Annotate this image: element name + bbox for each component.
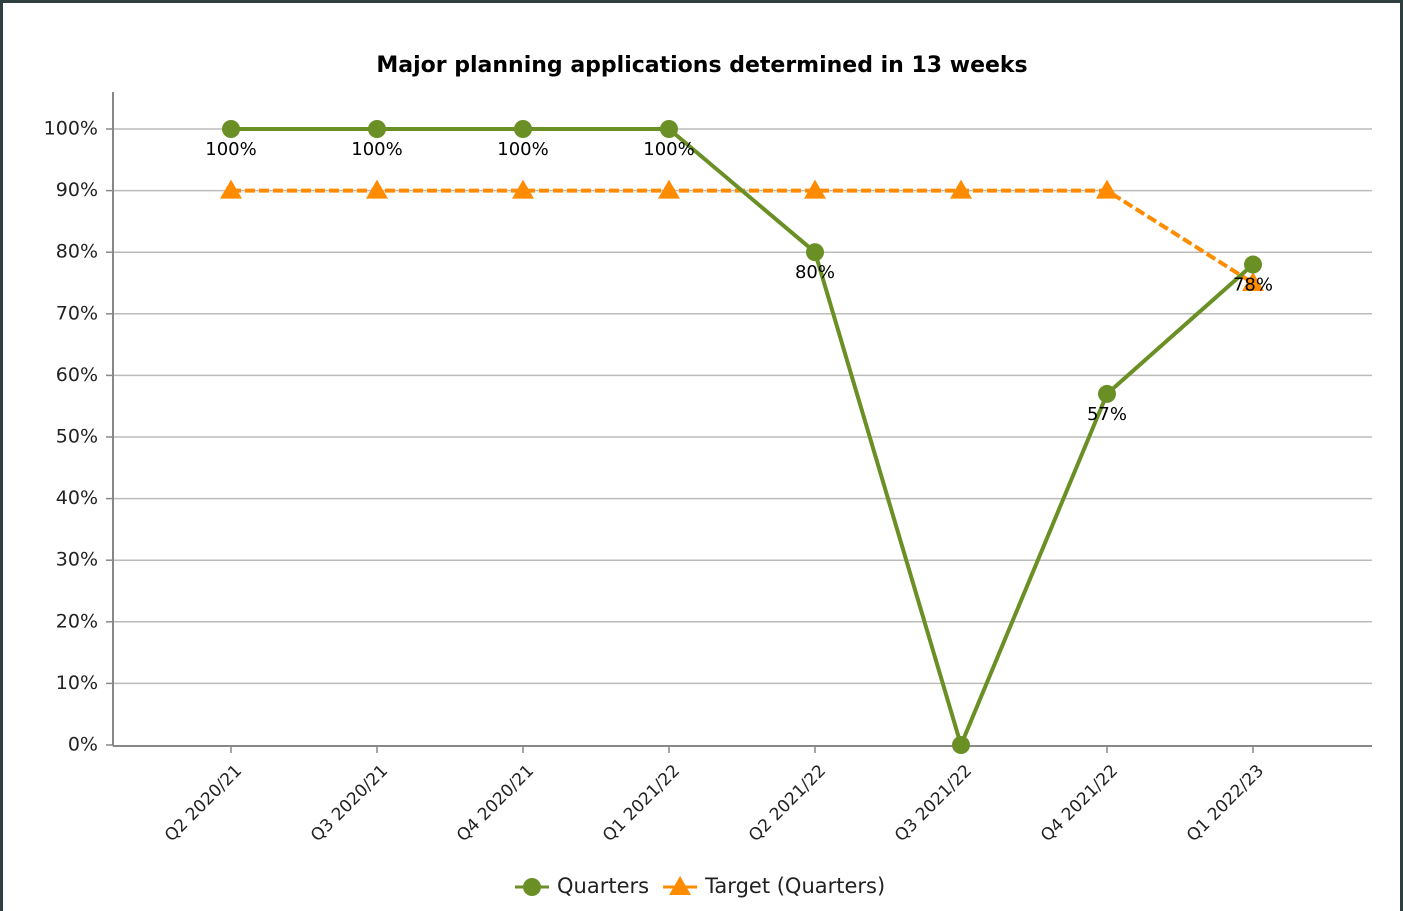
x-tick-label: Q3 2020/21 bbox=[307, 761, 392, 846]
x-tick-label: Q2 2020/21 bbox=[161, 761, 246, 846]
legend-label: Quarters bbox=[557, 874, 649, 898]
y-tick-label: 20% bbox=[56, 610, 98, 632]
point bbox=[1242, 272, 1264, 291]
point bbox=[512, 179, 534, 199]
point bbox=[366, 179, 388, 199]
point bbox=[368, 120, 386, 138]
x-tick-label: Q4 2020/21 bbox=[453, 761, 538, 846]
series bbox=[220, 179, 1264, 291]
data-label: 80% bbox=[795, 262, 835, 283]
data-label: 100% bbox=[351, 139, 402, 160]
point bbox=[1244, 255, 1262, 274]
point bbox=[523, 878, 541, 896]
legend-label: Target (Quarters) bbox=[704, 874, 885, 898]
data-label: 100% bbox=[497, 139, 548, 160]
y-tick-label: 50% bbox=[56, 426, 98, 448]
y-tick-label: 0% bbox=[68, 734, 98, 756]
x-tick-label: Q1 2022/23 bbox=[1183, 761, 1268, 846]
y-tick-label: 30% bbox=[56, 549, 98, 571]
point bbox=[669, 876, 692, 895]
x-tick-label: Q4 2021/22 bbox=[1037, 761, 1122, 846]
point bbox=[514, 120, 532, 138]
x-tick-label: Q3 2021/22 bbox=[891, 761, 976, 846]
point bbox=[806, 243, 824, 262]
y-tick-label: 60% bbox=[56, 364, 98, 386]
chart-title: Major planning applications determined i… bbox=[376, 53, 1027, 78]
y-tick-label: 100% bbox=[44, 118, 98, 140]
data-label: 100% bbox=[205, 139, 256, 160]
series-line bbox=[231, 127, 1255, 751]
y-tick-label: 70% bbox=[56, 302, 98, 324]
data-label: 100% bbox=[643, 139, 694, 160]
data-label: 57% bbox=[1087, 404, 1127, 425]
point bbox=[658, 179, 680, 199]
point bbox=[220, 179, 242, 199]
x-tick-label: Q1 2021/22 bbox=[599, 761, 684, 846]
y-tick-label: 80% bbox=[56, 241, 98, 263]
y-tick-label: 90% bbox=[56, 179, 98, 201]
data-label: 78% bbox=[1233, 275, 1273, 296]
y-tick-label: 10% bbox=[56, 672, 98, 694]
series bbox=[222, 120, 1262, 754]
y-tick-label: 40% bbox=[56, 487, 98, 509]
point bbox=[660, 120, 678, 138]
series-line bbox=[231, 188, 1255, 285]
point bbox=[1096, 179, 1118, 199]
point bbox=[804, 179, 826, 199]
point bbox=[950, 179, 972, 199]
point bbox=[952, 736, 970, 754]
point bbox=[222, 120, 240, 138]
point bbox=[1098, 384, 1116, 403]
x-tick-label: Q2 2021/22 bbox=[745, 761, 830, 846]
